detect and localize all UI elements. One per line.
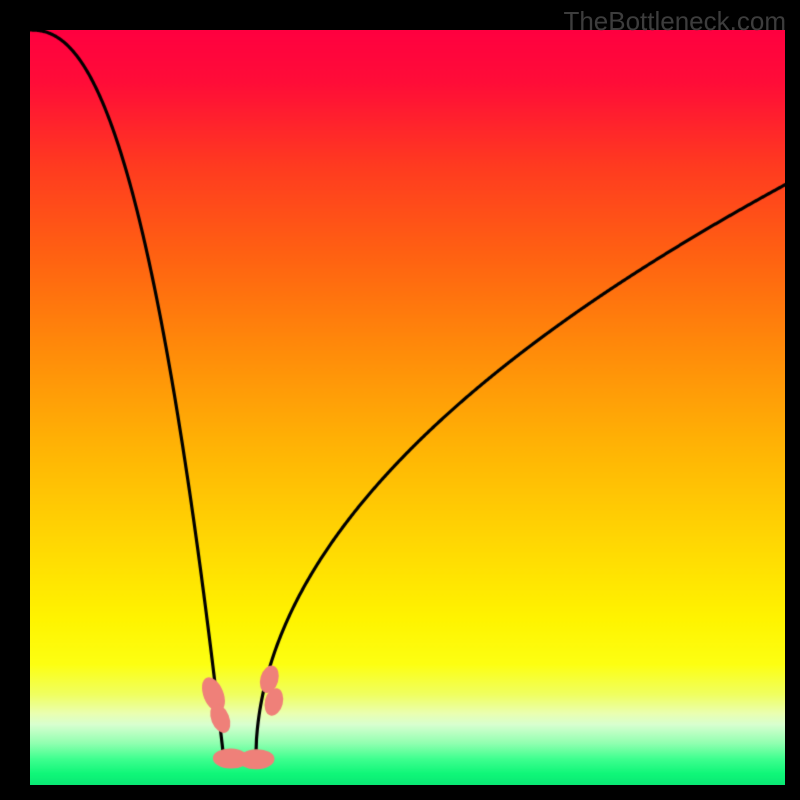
plot-area (30, 30, 785, 785)
bottleneck-curve (30, 30, 785, 785)
watermark-text: TheBottleneck.com (563, 6, 786, 37)
